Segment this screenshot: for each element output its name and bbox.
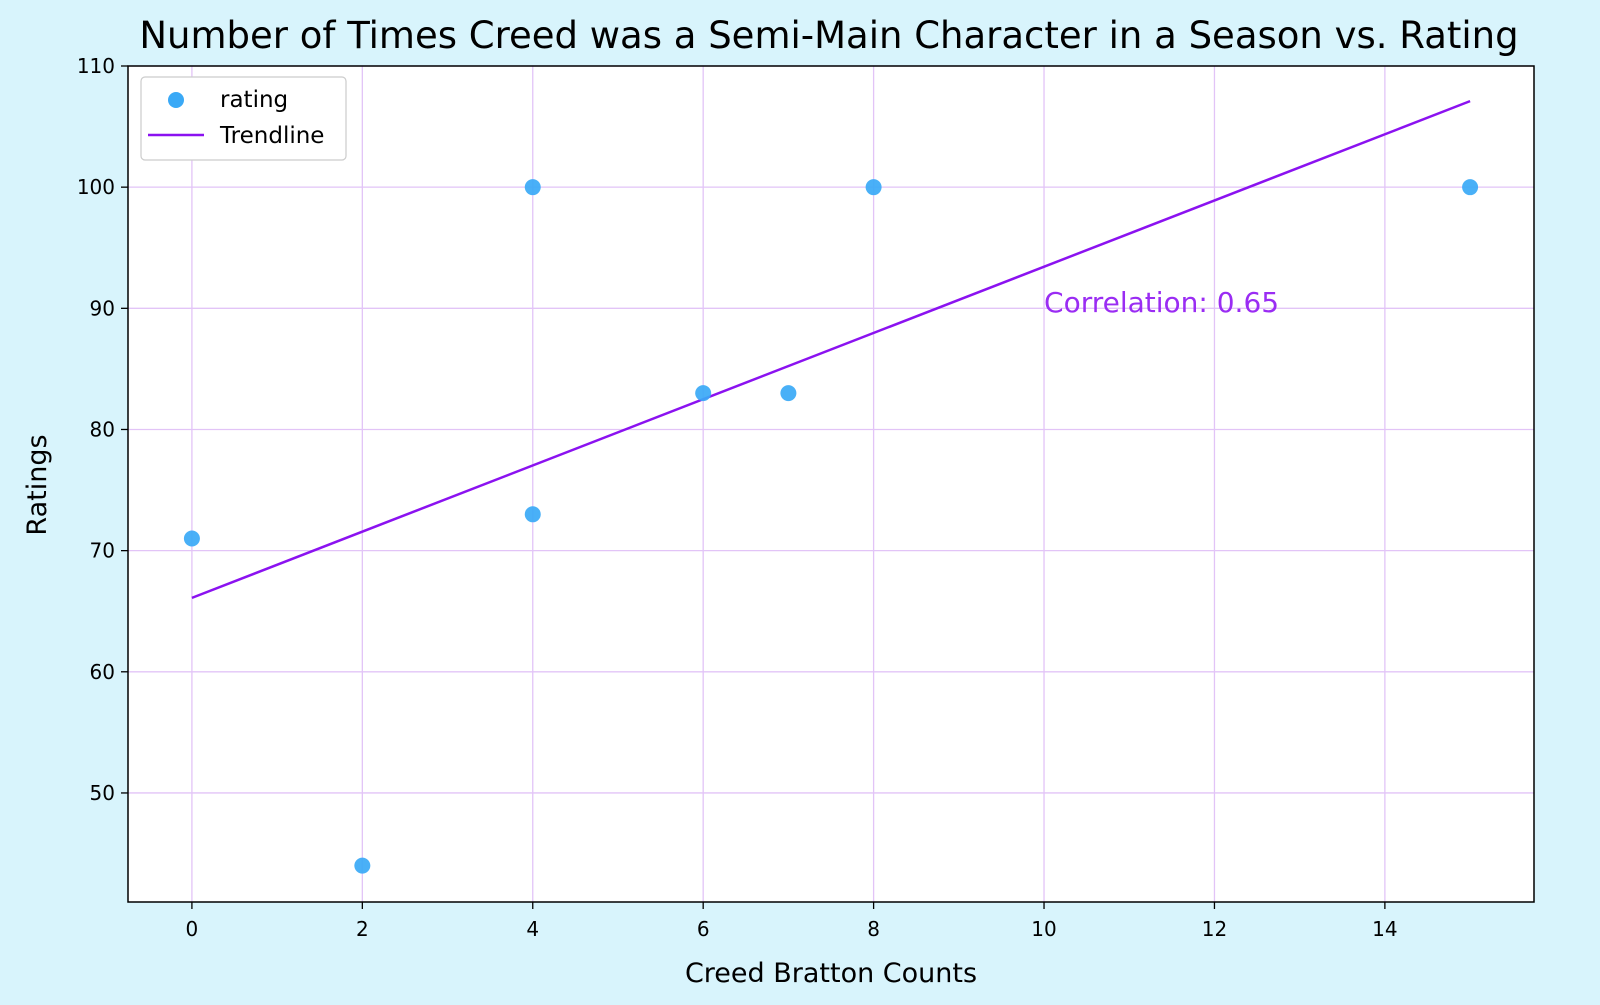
plot-frame: [127, 65, 1535, 903]
x-tick-label-10: 10: [1031, 917, 1056, 941]
legend-label-rating: rating: [220, 87, 288, 113]
y-axis-label: Ratings: [22, 434, 53, 535]
x-tick-label-2: 2: [356, 917, 369, 941]
data-point-2: [524, 506, 541, 523]
data-point-3: [524, 179, 541, 196]
data-point-4: [695, 385, 712, 402]
x-tick-label-14: 14: [1372, 917, 1397, 941]
data-point-0: [183, 530, 200, 547]
x-tick-label-8: 8: [867, 917, 880, 941]
y-tick-label-110: 110: [77, 54, 115, 78]
trendline-layer: [191, 99, 1471, 600]
data-point-5: [780, 385, 797, 402]
y-tick-label-50: 50: [90, 781, 115, 805]
data-point-6: [865, 179, 882, 196]
x-tick-label-12: 12: [1202, 917, 1227, 941]
x-axis-label: Creed Bratton Counts: [685, 958, 977, 989]
x-axis-ticks: 0 2 4 6 8 10 12 14: [186, 902, 1398, 941]
y-tick-label-60: 60: [90, 660, 115, 684]
x-tick-label-6: 6: [697, 917, 710, 941]
scatter-points: [183, 179, 1479, 874]
y-tick-label-70: 70: [90, 539, 115, 563]
y-tick-label-90: 90: [90, 296, 115, 320]
plot-area: [128, 66, 1534, 902]
data-point-7: [1462, 179, 1479, 196]
legend-label-trendline: Trendline: [219, 123, 324, 149]
chart-title: Number of Times Creed was a Semi-Main Ch…: [139, 14, 1518, 57]
y-tick-label-80: 80: [90, 417, 115, 441]
trendline: [191, 99, 1471, 600]
x-tick-label-4: 4: [526, 917, 539, 941]
legend-box: [140, 76, 347, 161]
y-tick-label-100: 100: [77, 175, 115, 199]
x-tick-label-0: 0: [186, 917, 199, 941]
legend-scatter-marker: [168, 92, 184, 108]
y-axis-ticks: 50 60 70 80 90 100 110: [77, 54, 128, 805]
correlation-annotation: Correlation: 0.65: [1044, 286, 1279, 319]
data-point-1: [354, 857, 371, 874]
legend: rating Trendline: [140, 76, 347, 161]
